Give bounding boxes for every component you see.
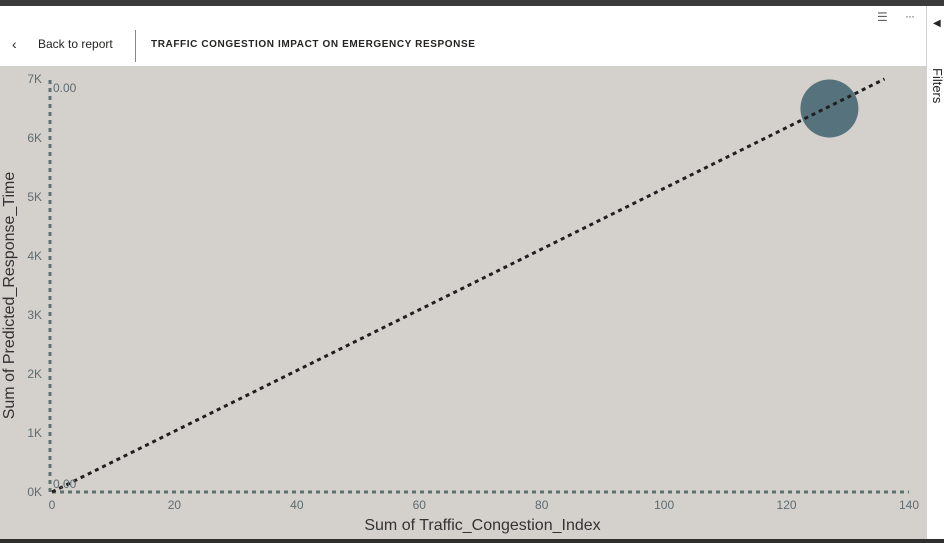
annotation-label: 0.00	[53, 477, 77, 491]
back-to-report-label: Back to report	[38, 37, 113, 51]
window-top-strip	[0, 0, 944, 6]
visual-header: ☰ ··· ‹ Back to report TRAFFIC CONGESTIO…	[0, 6, 926, 66]
x-tick-label: 20	[168, 498, 182, 512]
filter-icon[interactable]: ☰	[877, 10, 888, 24]
x-tick-label: 40	[290, 498, 304, 512]
y-tick-label: 1K	[27, 426, 42, 440]
x-tick-label: 60	[413, 498, 427, 512]
data-point	[800, 79, 859, 138]
x-tick-label: 140	[899, 498, 919, 512]
x-tick-label: 100	[654, 498, 674, 512]
more-options-icon[interactable]: ···	[905, 9, 915, 23]
filters-pane-label[interactable]: Filters	[930, 68, 944, 104]
collapse-arrow-icon[interactable]: ◀	[933, 18, 941, 29]
annotation-label: 0.00	[53, 81, 77, 95]
y-tick-label: 3K	[27, 308, 42, 322]
y-tick-label: 0K	[27, 485, 42, 499]
y-tick-label: 5K	[27, 190, 42, 204]
header-divider	[135, 30, 136, 62]
y-tick-label: 6K	[27, 131, 42, 145]
scatter-chart: 0K 1K 2K 3K 4K 5K 6K 7K 0 20 40 60 80 100 120 140 Sum of…	[0, 66, 926, 539]
page-title: TRAFFIC CONGESTION IMPACT ON EMERGENCY R…	[151, 39, 476, 50]
chevron-left-icon: ‹	[12, 36, 17, 52]
x-tick-label: 80	[535, 498, 549, 512]
window-bottom-strip	[0, 539, 944, 543]
filters-pane[interactable]: ◀ Filters	[926, 6, 944, 539]
y-tick-label: 7K	[27, 72, 42, 86]
chart-svg: 0K 1K 2K 3K 4K 5K 6K 7K 0 20 40 60 80 100 120 140 Sum of…	[0, 66, 926, 539]
y-tick-label: 4K	[27, 249, 42, 263]
x-tick-label: 120	[777, 498, 797, 512]
trend-line	[51, 77, 886, 494]
back-to-report-button[interactable]: ‹ Back to report	[12, 36, 113, 52]
x-axis-title: Sum of Traffic_Congestion_Index	[364, 517, 600, 534]
x-tick-label: 0	[49, 498, 56, 512]
y-tick-label: 2K	[27, 367, 42, 381]
y-axis-title: Sum of Predicted_Response_Time	[1, 172, 18, 420]
plot-background	[0, 66, 926, 539]
